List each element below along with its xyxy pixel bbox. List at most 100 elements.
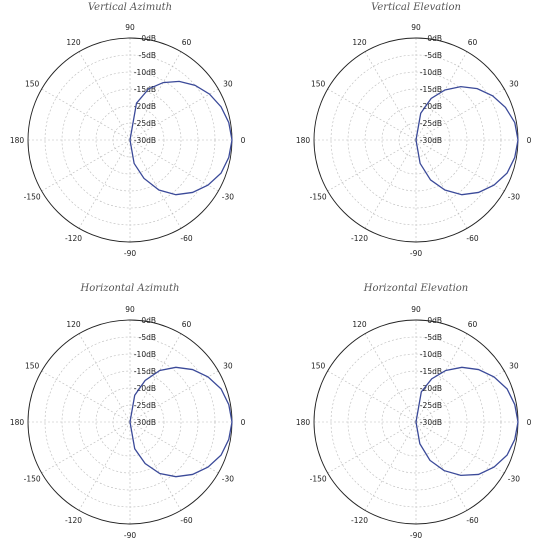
angle-tick-label: 60 [182, 38, 192, 47]
ring-tick-label: 0dB [427, 34, 442, 43]
grid-ring [364, 88, 468, 192]
angle-tick-label: 60 [468, 320, 478, 329]
angle-tick-label: -60 [466, 516, 478, 525]
ring-tick-label: -30dB [134, 418, 156, 427]
ring-tick-label: -15dB [420, 85, 442, 94]
grid-spoke [78, 421, 131, 511]
chart-title: Vertical Elevation [371, 2, 461, 13]
ring-tick-label: -5dB [425, 51, 442, 60]
grid-spoke [327, 88, 417, 141]
grid-spoke [129, 139, 219, 192]
angle-tick-label: -30 [222, 475, 234, 484]
grid-spoke [415, 370, 505, 423]
radiation-pattern-line [415, 366, 519, 477]
ring-tick-label: 0dB [141, 316, 156, 325]
angle-tick-label: -150 [310, 475, 327, 484]
angle-tick-label: 90 [125, 305, 135, 314]
angle-tick-label: -150 [24, 193, 41, 202]
chart-title: Horizontal Elevation [363, 283, 469, 294]
ring-tick-label: -10dB [420, 350, 442, 359]
angle-tick-label: 90 [411, 23, 421, 32]
angle-tick-label: -60 [180, 234, 192, 243]
grid-ring [78, 88, 182, 192]
angle-tick-label: -90 [410, 249, 422, 258]
ring-tick-label: -5dB [425, 333, 442, 342]
angle-tick-label: 0 [241, 418, 246, 427]
ring-tick-label: -25dB [420, 119, 442, 128]
radiation-pattern-line [415, 85, 519, 196]
ring-tick-label: -10dB [420, 68, 442, 77]
grid-spoke [41, 421, 131, 474]
grid-spoke [41, 88, 131, 141]
angle-tick-label: -150 [310, 193, 327, 202]
ring-tick-label: -20dB [420, 384, 442, 393]
angle-tick-label: 30 [509, 80, 519, 89]
angle-tick-label: 90 [411, 305, 421, 314]
angle-tick-label: 30 [223, 80, 233, 89]
angle-tick-label: 180 [296, 418, 311, 427]
angle-tick-label: -90 [124, 249, 136, 258]
grid-spoke [415, 51, 468, 141]
grid-spoke [129, 421, 182, 511]
angle-tick-label: 180 [296, 136, 311, 145]
angle-tick-label: 0 [241, 136, 246, 145]
angle-tick-label: -30 [508, 475, 520, 484]
angle-tick-label: 0 [527, 136, 532, 145]
ring-tick-label: -20dB [420, 102, 442, 111]
angle-tick-label: 30 [509, 362, 519, 371]
ring-tick-label: -10dB [134, 350, 156, 359]
angle-tick-label: -120 [65, 234, 82, 243]
ring-tick-label: -25dB [134, 401, 156, 410]
grid-spoke [364, 421, 417, 511]
grid-spoke [415, 421, 505, 474]
angle-tick-label: 120 [66, 320, 81, 329]
angle-tick-label: 120 [66, 38, 81, 47]
angle-tick-label: 0 [527, 418, 532, 427]
radiation-pattern-line [129, 80, 233, 196]
angle-tick-label: -120 [65, 516, 82, 525]
ring-tick-label: -20dB [134, 102, 156, 111]
angle-tick-label: -120 [351, 516, 368, 525]
angle-tick-label: -30 [222, 193, 234, 202]
grid-spoke [327, 139, 417, 192]
angle-tick-label: 90 [125, 23, 135, 32]
ring-tick-label: -30dB [420, 418, 442, 427]
grid-spoke [327, 370, 417, 423]
angle-tick-label: 150 [25, 80, 40, 89]
grid-spoke [327, 421, 417, 474]
grid-spoke [41, 370, 131, 423]
grid-spoke [129, 88, 219, 141]
ring-tick-label: 0dB [427, 316, 442, 325]
angle-tick-label: -30 [508, 193, 520, 202]
grid-ring [78, 370, 182, 474]
grid-spoke [415, 88, 505, 141]
angle-tick-label: -120 [351, 234, 368, 243]
angle-tick-label: -60 [466, 234, 478, 243]
angle-tick-label: -60 [180, 516, 192, 525]
grid-spoke [415, 139, 468, 229]
ring-tick-label: -25dB [134, 119, 156, 128]
ring-tick-label: -30dB [420, 136, 442, 145]
angle-tick-label: 60 [468, 38, 478, 47]
ring-tick-label: -30dB [134, 136, 156, 145]
ring-tick-label: -15dB [134, 85, 156, 94]
angle-tick-label: 120 [352, 320, 367, 329]
ring-tick-label: -5dB [139, 333, 156, 342]
angle-tick-label: 150 [311, 362, 326, 371]
angle-tick-label: -150 [24, 475, 41, 484]
ring-tick-label: -5dB [139, 51, 156, 60]
radiation-pattern-line [129, 366, 233, 478]
grid-spoke [364, 51, 417, 141]
grid-spoke [129, 421, 219, 474]
grid-spoke [364, 139, 417, 229]
grid-spoke [129, 51, 182, 141]
angle-tick-label: 150 [25, 362, 40, 371]
angle-tick-label: 150 [311, 80, 326, 89]
grid-spoke [415, 421, 468, 511]
chart-title: Vertical Azimuth [88, 2, 172, 13]
ring-tick-label: -15dB [134, 367, 156, 376]
angle-tick-label: 60 [182, 320, 192, 329]
